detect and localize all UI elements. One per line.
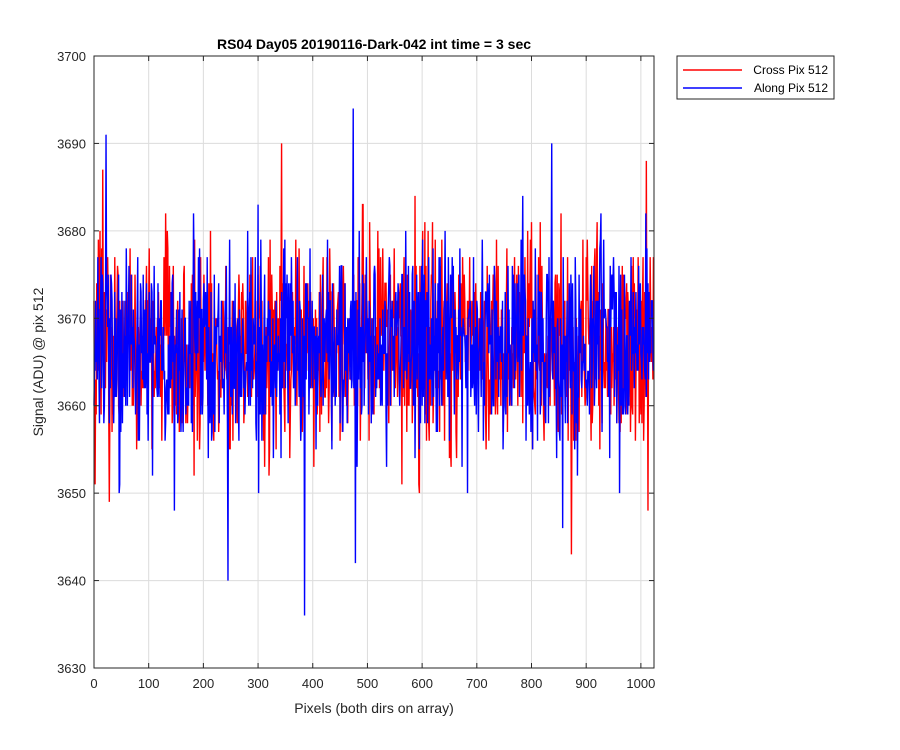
x-tick-label: 700	[466, 676, 488, 691]
legend-label-along: Along Pix 512	[754, 81, 828, 95]
x-tick-label: 500	[357, 676, 379, 691]
y-tick-label: 3650	[57, 486, 86, 501]
y-tick-label: 3670	[57, 311, 86, 326]
y-tick-label: 3630	[57, 661, 86, 676]
x-tick-label: 800	[521, 676, 543, 691]
chart-title: RS04 Day05 20190116-Dark-042 int time = …	[217, 36, 531, 52]
series-layer	[93, 108, 655, 616]
y-tick-label: 3680	[57, 224, 86, 239]
series-line-along-pix-512	[93, 108, 655, 616]
x-tick-label: 200	[193, 676, 215, 691]
x-axis-label: Pixels (both dirs on array)	[294, 700, 454, 716]
legend-label-cross: Cross Pix 512	[753, 63, 828, 77]
x-tick-label: 100	[138, 676, 160, 691]
x-tick-label: 1000	[626, 676, 655, 691]
axis-ticks: 0 100 200 300 400 500 600 700 800 900 1000 3630 3640…	[57, 49, 655, 691]
x-tick-label: 900	[575, 676, 597, 691]
y-tick-label: 3700	[57, 49, 86, 64]
y-tick-label: 3640	[57, 574, 86, 589]
x-tick-label: 400	[302, 676, 324, 691]
x-tick-label: 600	[411, 676, 433, 691]
plot-frame	[93, 55, 655, 669]
x-tick-label: 0	[90, 676, 97, 691]
x-tick-label: 300	[247, 676, 269, 691]
legend: Cross Pix 512 Along Pix 512	[676, 55, 835, 100]
y-axis-label: Signal (ADU) @ pix 512	[30, 287, 46, 436]
legend-box	[676, 55, 835, 100]
y-tick-label: 3660	[57, 399, 86, 414]
y-tick-label: 3690	[57, 136, 86, 151]
